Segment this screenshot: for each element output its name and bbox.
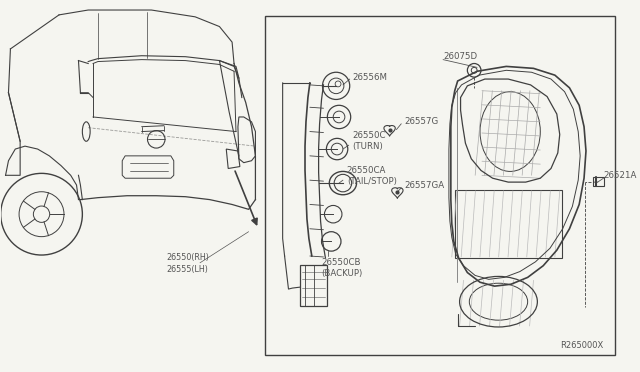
Text: 26521A: 26521A bbox=[604, 171, 637, 180]
Text: R265000X: R265000X bbox=[560, 341, 604, 350]
Text: 26557G: 26557G bbox=[404, 117, 438, 126]
Bar bbox=[265, 16, 615, 355]
Bar bbox=[455, 190, 562, 258]
Text: 26556M: 26556M bbox=[353, 73, 388, 81]
Text: 26557GA: 26557GA bbox=[404, 180, 444, 189]
Bar bbox=[593, 177, 604, 186]
Text: 26075D: 26075D bbox=[443, 52, 477, 61]
Text: 26550C
(TURN): 26550C (TURN) bbox=[353, 131, 386, 151]
Bar bbox=[300, 265, 328, 305]
Text: 26550(RH)
26555(LH): 26550(RH) 26555(LH) bbox=[166, 253, 209, 274]
Text: 26550CA
(TAIL/STOP): 26550CA (TAIL/STOP) bbox=[347, 166, 397, 186]
Text: 26550CB
(BACKUP): 26550CB (BACKUP) bbox=[321, 258, 363, 278]
